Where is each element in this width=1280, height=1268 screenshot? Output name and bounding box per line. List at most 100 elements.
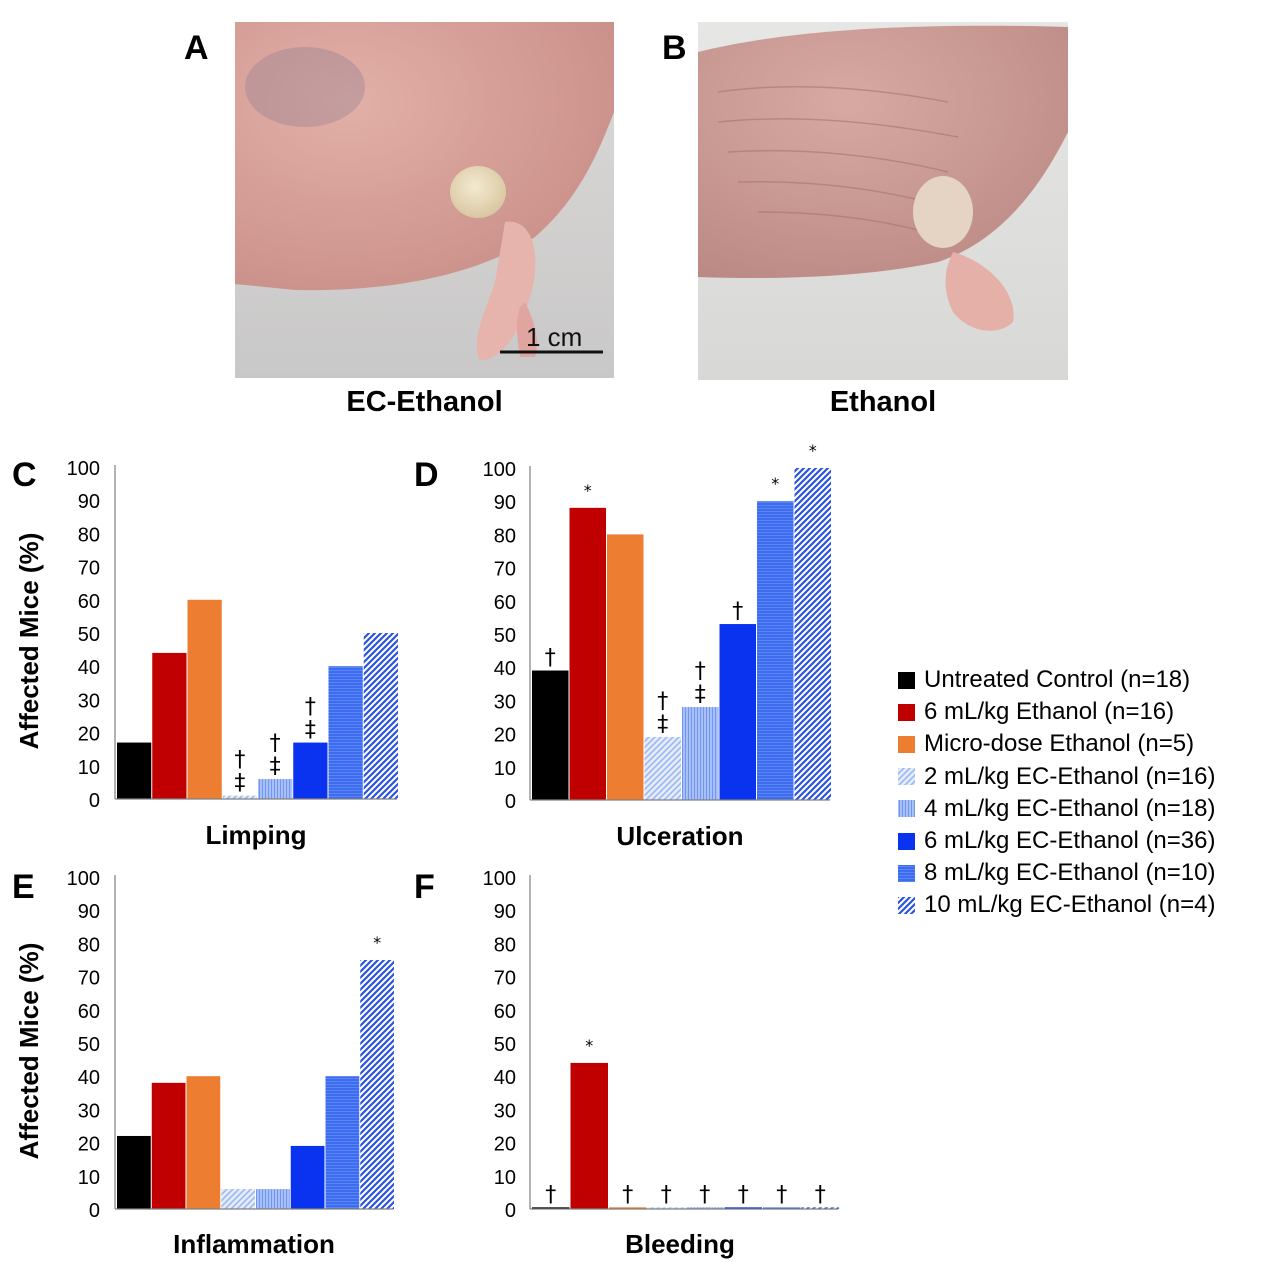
- legend-label: 8 mL/kg EC-Ethanol (n=10): [924, 859, 1216, 887]
- mouse-photo-ec-ethanol: [235, 22, 614, 378]
- y-tick-label: 20: [78, 1134, 100, 1156]
- significance-marker: *: [809, 441, 817, 460]
- bar-4: [644, 736, 681, 800]
- caption-ethanol: Ethanol: [829, 386, 937, 418]
- legend-label: 10 mL/kg EC-Ethanol (n=4): [924, 891, 1216, 919]
- legend-label: 6 mL/kg EC-Ethanol (n=36): [924, 827, 1216, 855]
- bar-3: [187, 599, 222, 799]
- significance-marker: ‡: [695, 682, 706, 707]
- y-tick-label: 60: [78, 1001, 100, 1023]
- legend-swatch: [898, 800, 915, 818]
- chart-c: C0102030405060708090100†‡†‡†‡LimpingAffe…: [12, 456, 398, 850]
- y-tick-label: 80: [78, 934, 100, 956]
- significance-marker: †: [234, 748, 245, 773]
- y-tick-label: 100: [67, 868, 100, 890]
- legend-item: Micro-dose Ethanol (n=5): [898, 728, 1215, 760]
- bar-3: [609, 1207, 647, 1209]
- y-tick-label: 30: [494, 1100, 516, 1122]
- legend-item: 4 mL/kg EC-Ethanol (n=18): [898, 793, 1215, 825]
- y-tick-label: 40: [78, 657, 100, 679]
- legend-label: Untreated Control (n=18): [924, 666, 1191, 694]
- y-tick-label: 20: [78, 724, 100, 746]
- y-tick-label: 60: [78, 591, 100, 613]
- chart-title: Inflammation: [173, 1229, 335, 1259]
- y-tick-label: 20: [494, 1134, 516, 1156]
- bar-8: [360, 960, 394, 1209]
- significance-marker: *: [584, 481, 592, 500]
- significance-marker: †: [545, 646, 556, 671]
- bar-3: [186, 1076, 221, 1209]
- significance-marker: †: [732, 599, 743, 624]
- y-tick-label: 50: [494, 625, 516, 647]
- chart-title: Bleeding: [625, 1229, 735, 1259]
- significance-marker: †: [695, 659, 706, 684]
- y-tick-label: 30: [78, 690, 100, 712]
- legend-swatch: [898, 896, 915, 914]
- chart-e: E 0 10 20 30 40 50 60 70 80 90 100 * Inflammation Affe…: [12, 868, 394, 1259]
- legend-item: 6 mL/kg Ethanol (n=16): [898, 696, 1215, 728]
- bar-5: [258, 779, 293, 799]
- bar-1: [117, 742, 152, 799]
- y-tick-label: 10: [494, 1167, 516, 1189]
- y-tick-label: 100: [67, 458, 100, 480]
- legend-item: Untreated Control (n=18): [898, 664, 1215, 696]
- bar-8: [363, 633, 398, 799]
- bar-4: [221, 1189, 255, 1209]
- bar-7: [763, 1207, 801, 1209]
- bar-2: [569, 507, 606, 800]
- y-tick-label: 10: [78, 1167, 100, 1189]
- legend-label: Micro-dose Ethanol (n=5): [924, 730, 1195, 758]
- legend-swatch: [898, 864, 915, 882]
- legend-item: 8 mL/kg EC-Ethanol (n=10): [898, 857, 1215, 889]
- significance-marker: ‡: [234, 771, 245, 796]
- y-tick-label: 10: [78, 757, 100, 779]
- y-tick-label: 0: [89, 1200, 100, 1222]
- bar-2: [152, 652, 187, 799]
- y-tick-label: 30: [78, 1100, 100, 1122]
- y-tick-label: 90: [494, 492, 516, 514]
- y-axis-label: Affected Mice (%): [14, 533, 44, 750]
- bar-5: [256, 1189, 290, 1209]
- significance-marker: †: [738, 1182, 749, 1207]
- y-tick-label: 0: [89, 790, 100, 812]
- chart-title: Limping: [205, 820, 306, 850]
- panel-letter: C: [12, 456, 37, 494]
- y-tick-label: 50: [78, 1034, 100, 1056]
- y-tick-label: 80: [494, 934, 516, 956]
- y-tick-label: 40: [494, 658, 516, 680]
- panel-letter: F: [414, 868, 435, 906]
- chart-title: Ulceration: [616, 821, 743, 851]
- significance-marker: †: [776, 1182, 787, 1207]
- bar-7: [325, 1076, 360, 1209]
- y-tick-label: 70: [494, 968, 516, 990]
- bar-3: [607, 534, 644, 800]
- legend-swatch: [898, 735, 915, 753]
- y-tick-label: 80: [494, 525, 516, 547]
- significance-marker: †: [657, 689, 668, 714]
- legend-swatch: [898, 768, 915, 786]
- scale-bar-label: 1 cm: [526, 322, 583, 352]
- legend-swatch: [898, 832, 915, 850]
- significance-marker: ‡: [657, 712, 668, 737]
- significance-marker: *: [373, 933, 381, 952]
- y-tick-label: 10: [494, 758, 516, 780]
- bar-4: [222, 795, 257, 799]
- panel-letter-a: A: [184, 29, 209, 67]
- bar-1: [117, 1135, 151, 1209]
- bar-6: [719, 624, 756, 800]
- chart-d: D0102030405060708090100†*†‡†‡†**Ulcerati…: [414, 441, 831, 851]
- legend-label: 2 mL/kg EC-Ethanol (n=16): [924, 762, 1216, 790]
- y-tick-label: 100: [483, 868, 516, 890]
- bar-6: [293, 742, 328, 799]
- significance-marker: †: [661, 1182, 672, 1207]
- significance-marker: †: [699, 1182, 710, 1207]
- significance-marker: *: [771, 474, 779, 493]
- significance-marker: †: [545, 1182, 556, 1207]
- legend-item: 6 mL/kg EC-Ethanol (n=36): [898, 825, 1215, 857]
- mouse-photo-ethanol: [698, 22, 1068, 380]
- y-tick-label: 40: [494, 1067, 516, 1089]
- y-tick-label: 20: [494, 725, 516, 747]
- bar-2: [570, 1062, 608, 1209]
